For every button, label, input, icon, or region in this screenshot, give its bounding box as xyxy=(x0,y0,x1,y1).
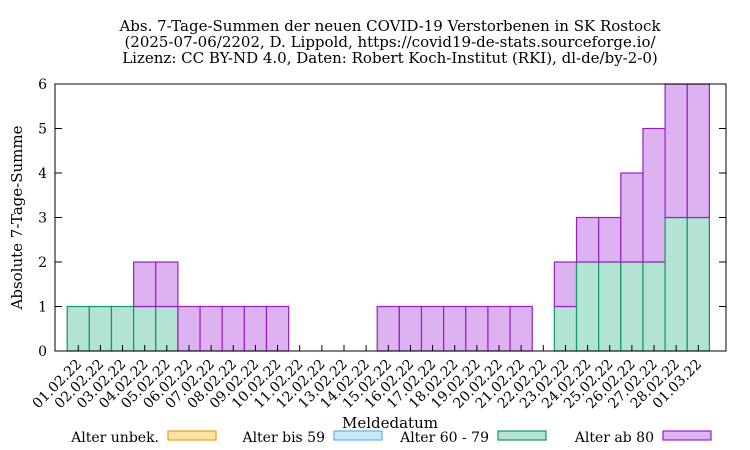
bar-01.02.22-series-2 xyxy=(66,305,90,352)
bar-09.02.22-series-3 xyxy=(243,305,268,352)
bars-layer xyxy=(66,83,710,352)
bar-27.02.22-series-2 xyxy=(642,261,666,352)
bar-05.02.22-series-2 xyxy=(155,305,179,352)
bar-15.02.22-series-3 xyxy=(376,305,400,352)
legend: Alter unbek. Alter bis 59 Alter 60 - 79 Alt… xyxy=(70,430,712,446)
bar-04.02.22-series-2 xyxy=(133,305,157,352)
bar-03.02.22-series-2 xyxy=(110,305,135,352)
axes-layer: 012345601.02.2202.02.2203.02.2204.02.220… xyxy=(8,77,727,432)
bar-26.02.22-series-3 xyxy=(620,172,644,263)
legend-swatch-2 xyxy=(497,430,547,441)
legend-label-3: Alter ab 80 xyxy=(574,430,654,446)
bar-05.02.22-series-3 xyxy=(155,261,179,308)
legend-swatch-1 xyxy=(333,430,383,441)
legend-swatch-3 xyxy=(662,430,712,441)
legend-label-0: Alter unbek. xyxy=(70,430,159,446)
bar-06.02.22-series-3 xyxy=(177,305,201,352)
bar-21.02.22-series-3 xyxy=(509,305,533,352)
bar-23.02.22-series-3 xyxy=(553,261,578,308)
bar-01.03.22-series-3 xyxy=(686,83,710,219)
chart-title-line-2: (2025-07-06/2202, D. Lippold, https://co… xyxy=(124,33,656,51)
bar-28.02.22-series-2 xyxy=(664,216,688,352)
bar-16.02.22-series-3 xyxy=(398,305,423,352)
bar-27.02.22-series-3 xyxy=(642,127,666,263)
bar-28.02.22-series-3 xyxy=(664,83,688,219)
bar-07.02.22-series-3 xyxy=(199,305,223,352)
bar-08.02.22-series-3 xyxy=(221,305,245,352)
bar-01.03.22-series-2 xyxy=(686,216,710,352)
chart-title-line-3: Lizenz: CC BY-ND 4.0, Daten: Robert Koch… xyxy=(122,49,658,67)
chart-title: Abs. 7-Tage-Summen der neuen COVID-19 Ve… xyxy=(118,17,661,67)
y-axis-label: Absolute 7-Tage-Summe xyxy=(8,125,26,310)
y-tick-label-2: 2 xyxy=(38,255,47,271)
bar-19.02.22-series-3 xyxy=(465,305,489,352)
chart-title-line-1: Abs. 7-Tage-Summen der neuen COVID-19 Ve… xyxy=(118,17,661,35)
legend-label-2: Alter 60 - 79 xyxy=(399,430,489,446)
bar-26.02.22-series-2 xyxy=(620,261,644,352)
legend-label-1: Alter bis 59 xyxy=(241,430,325,446)
y-tick-label-4: 4 xyxy=(38,166,47,182)
bar-18.02.22-series-3 xyxy=(443,305,467,352)
bar-24.02.22-series-2 xyxy=(575,261,600,352)
y-tick-label-0: 0 xyxy=(38,344,47,360)
legend-swatch-0 xyxy=(167,430,217,441)
y-tick-label-1: 1 xyxy=(38,300,47,316)
bar-24.02.22-series-3 xyxy=(575,216,600,263)
bar-25.02.22-series-3 xyxy=(598,216,622,263)
y-tick-label-6: 6 xyxy=(38,77,47,93)
bar-02.02.22-series-2 xyxy=(88,305,113,352)
bar-25.02.22-series-2 xyxy=(598,261,622,352)
y-tick-label-5: 5 xyxy=(38,122,47,138)
bar-10.02.22-series-3 xyxy=(265,305,290,352)
bar-23.02.22-series-2 xyxy=(553,305,578,352)
bar-17.02.22-series-3 xyxy=(420,305,445,352)
y-tick-label-3: 3 xyxy=(38,211,47,227)
bar-20.02.22-series-3 xyxy=(487,305,511,352)
bar-04.02.22-series-3 xyxy=(133,261,157,308)
x-axis-label: Meldedatum xyxy=(342,414,438,432)
